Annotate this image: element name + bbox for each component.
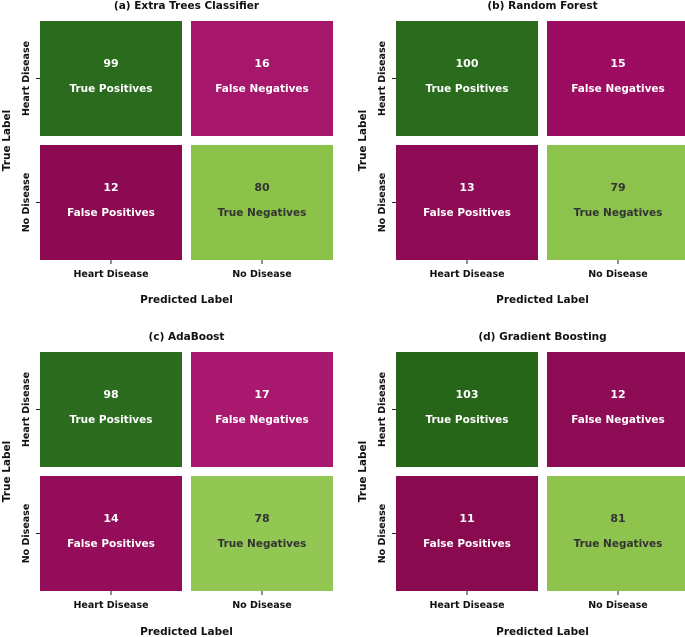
cell-label: False Positives <box>67 207 155 219</box>
cell-count: 16 <box>254 57 270 70</box>
cell-label: True Positives <box>69 83 152 95</box>
cell-count: 79 <box>610 181 625 194</box>
x-axis-label: Predicted Label <box>496 626 589 637</box>
cell-count: 103 <box>456 388 479 401</box>
cell-count: 81 <box>610 512 625 525</box>
y-axis-label: True Label <box>1 441 13 502</box>
matrix-cell <box>191 21 333 136</box>
matrix-cell <box>396 352 538 467</box>
cell-label: True Positives <box>69 414 152 426</box>
x-tick-label: No Disease <box>588 269 648 280</box>
cell-label: False Negatives <box>215 414 309 426</box>
y-tick-label: No Disease <box>21 173 32 233</box>
cell-label: False Positives <box>423 207 511 219</box>
matrix-cell <box>40 145 182 260</box>
panel-title: (d) Gradient Boosting <box>478 331 606 343</box>
cell-count: 80 <box>254 181 270 194</box>
cell-label: True Negatives <box>574 207 663 219</box>
cell-count: 100 <box>456 57 479 70</box>
y-axis-label: True Label <box>1 110 13 171</box>
cell-count: 98 <box>103 388 118 401</box>
y-tick-label: Heart Disease <box>21 372 32 447</box>
matrix-cell <box>396 476 538 591</box>
cell-label: True Positives <box>425 414 508 426</box>
cell-label: True Negatives <box>218 538 307 550</box>
cell-label: False Positives <box>423 538 511 550</box>
y-tick-label: Heart Disease <box>377 372 388 447</box>
cell-label: False Negatives <box>571 414 665 426</box>
matrix-cell <box>40 21 182 136</box>
matrix-cell <box>547 21 685 136</box>
cell-count: 99 <box>103 57 118 70</box>
x-tick-label: No Disease <box>588 600 648 611</box>
panel-title: (b) Random Forest <box>487 0 597 12</box>
cell-label: True Negatives <box>218 207 307 219</box>
x-axis-label: Predicted Label <box>140 626 233 637</box>
matrix-cell <box>547 476 685 591</box>
y-tick-label: No Disease <box>21 504 32 564</box>
cell-count: 12 <box>610 388 625 401</box>
cell-count: 12 <box>103 181 118 194</box>
cell-label: False Negatives <box>571 83 665 95</box>
x-tick-label: Heart Disease <box>429 269 504 280</box>
matrix-cell <box>40 476 182 591</box>
cell-count: 17 <box>254 388 269 401</box>
y-tick-label: No Disease <box>377 173 388 233</box>
cell-count: 15 <box>610 57 625 70</box>
x-axis-label: Predicted Label <box>496 294 589 306</box>
cell-label: False Positives <box>67 538 155 550</box>
x-tick-label: No Disease <box>232 600 292 611</box>
y-tick-label: Heart Disease <box>377 41 388 116</box>
matrix-cell <box>396 145 538 260</box>
matrix-cell <box>547 145 685 260</box>
matrix-cell <box>191 145 333 260</box>
matrix-cell <box>191 352 333 467</box>
x-tick-label: Heart Disease <box>429 600 504 611</box>
panel-title: (a) Extra Trees Classifier <box>114 0 260 12</box>
y-axis-label: True Label <box>357 441 369 502</box>
cell-label: False Negatives <box>215 83 309 95</box>
matrix-cell <box>547 352 685 467</box>
cell-label: True Positives <box>425 83 508 95</box>
cell-count: 13 <box>459 181 474 194</box>
matrix-cell <box>40 352 182 467</box>
x-axis-label: Predicted Label <box>140 294 233 306</box>
y-tick-label: No Disease <box>377 504 388 564</box>
cell-label: True Negatives <box>574 538 663 550</box>
matrix-cell <box>396 21 538 136</box>
y-axis-label: True Label <box>357 110 369 171</box>
cell-count: 11 <box>459 512 474 525</box>
x-tick-label: Heart Disease <box>73 600 148 611</box>
x-tick-label: Heart Disease <box>73 269 148 280</box>
panel-title: (c) AdaBoost <box>149 331 225 343</box>
y-tick-label: Heart Disease <box>21 41 32 116</box>
cell-count: 78 <box>254 512 269 525</box>
cell-count: 14 <box>103 512 119 525</box>
matrix-cell <box>191 476 333 591</box>
x-tick-label: No Disease <box>232 269 292 280</box>
